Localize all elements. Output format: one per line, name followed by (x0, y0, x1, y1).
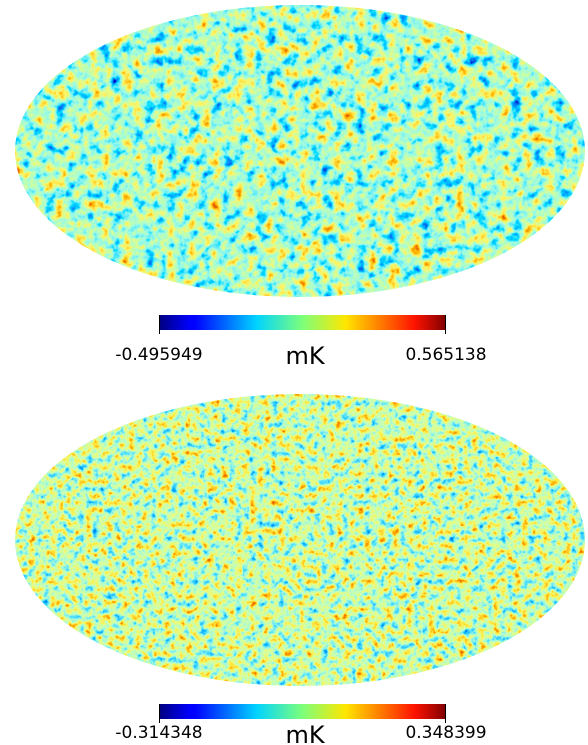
colorbar-unit: mK (285, 342, 325, 370)
map-texture (15, 394, 585, 686)
colorbar-min: -0.314348 (115, 723, 202, 743)
colorbar (159, 315, 446, 330)
colorbar-max: 0.348399 (405, 723, 486, 743)
map-texture (15, 5, 585, 297)
sky-map (15, 5, 585, 297)
colorbar-max: 0.565138 (405, 345, 486, 365)
colorbar-min: -0.495949 (115, 345, 202, 365)
colorbar (159, 704, 446, 719)
sky-map (15, 394, 585, 686)
colorbar-unit: mK (285, 721, 325, 745)
